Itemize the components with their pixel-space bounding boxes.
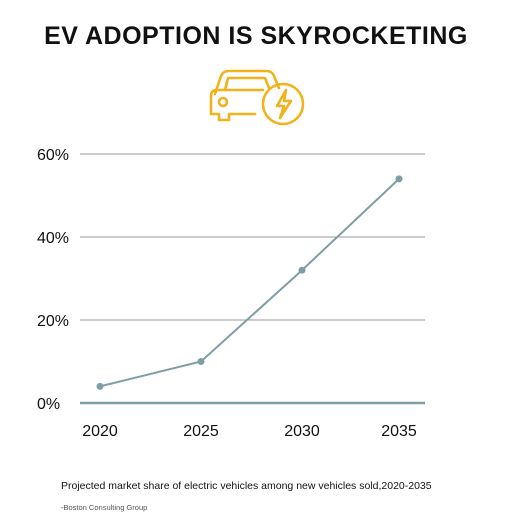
x-tick-label: 2030 <box>284 423 320 440</box>
data-point <box>298 266 306 274</box>
y-tick-label: 60% <box>37 147 69 164</box>
y-tick-label: 40% <box>37 230 69 247</box>
x-tick-label: 2025 <box>183 423 219 440</box>
source-note: -Boston Consulting Group <box>61 503 148 512</box>
series-line <box>99 178 400 388</box>
series-layer <box>96 175 403 390</box>
ev-car-charging-icon <box>209 69 305 126</box>
chart-caption: Projected market share of electric vehic… <box>61 480 432 492</box>
gridlines <box>80 153 425 405</box>
data-point <box>197 358 205 365</box>
y-tick-label: 20% <box>37 313 69 330</box>
data-point <box>395 175 403 183</box>
x-tick-label: 2020 <box>82 423 118 440</box>
x-axis-tick-labels: 2020 2025 2030 2035 <box>82 423 417 440</box>
line-chart: 0% 20% 40% 60% 2020 2025 2030 2035 <box>37 147 425 440</box>
data-point <box>96 382 104 390</box>
y-axis-tick-labels: 0% 20% 40% 60% <box>37 147 69 413</box>
y-tick-label: 0% <box>37 396 60 413</box>
x-tick-label: 2035 <box>381 423 417 440</box>
chart-title: EV ADOPTION IS SKYROCKETING <box>44 22 468 50</box>
